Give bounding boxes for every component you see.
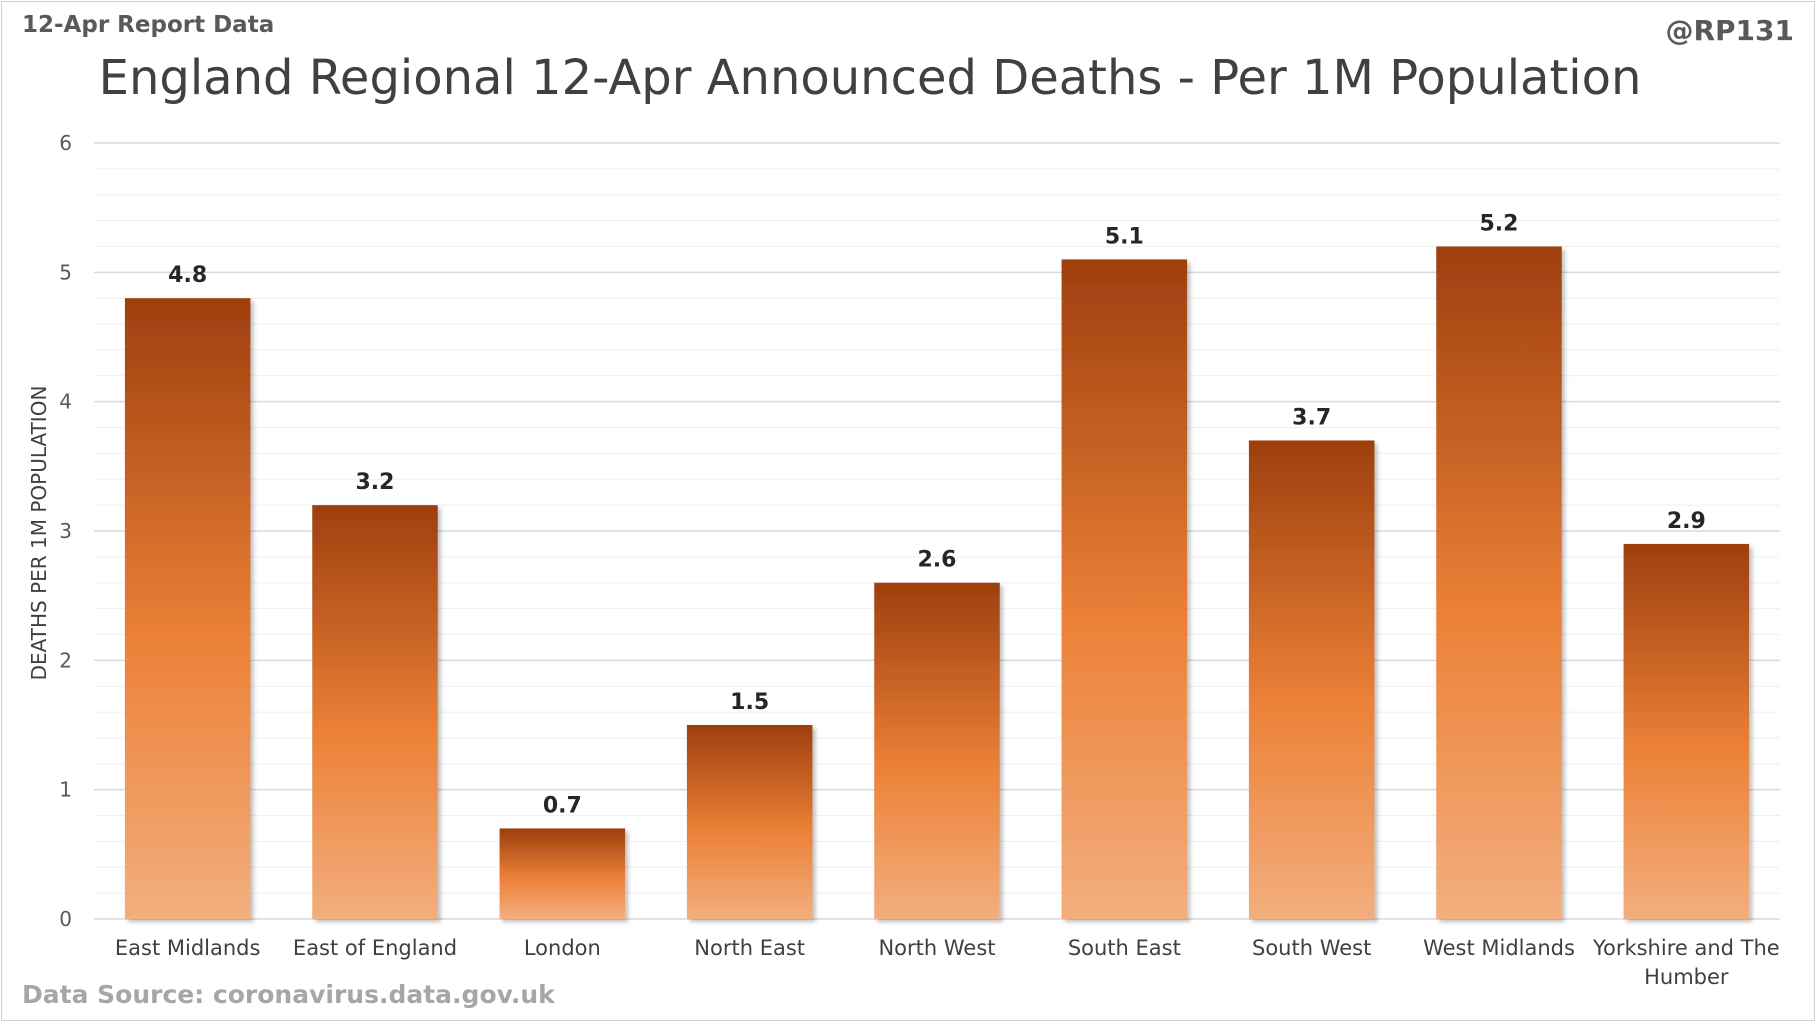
x-category-label: London (524, 936, 601, 960)
y-tick-label: 6 (59, 131, 72, 155)
data-label: 5.1 (1105, 224, 1144, 249)
y-tick-label: 5 (59, 260, 72, 284)
bar (499, 828, 626, 919)
author-handle: @RP131 (1665, 14, 1794, 47)
y-axis-ticks: 0 1 2 3 4 5 6 (59, 131, 72, 931)
x-category-label: North East (694, 936, 805, 960)
y-tick-label: 3 (59, 519, 72, 543)
x-category-label: North West (878, 936, 995, 960)
data-labels-group: 4.8 3.2 0.7 1.5 2.6 5.1 3.7 5.2 2.9 (168, 211, 1706, 818)
bars-group (124, 246, 1750, 919)
bar (1061, 259, 1188, 919)
chart-title: England Regional 12-Apr Announced Deaths… (98, 50, 1642, 106)
y-tick-label: 1 (59, 778, 72, 802)
bar (1436, 246, 1562, 919)
data-label: 5.2 (1480, 211, 1519, 236)
report-date-label: 12-Apr Report Data (22, 12, 275, 38)
data-label: 3.7 (1292, 405, 1331, 430)
data-label: 2.6 (918, 548, 957, 573)
x-category-label: West Midlands (1423, 936, 1575, 960)
x-category-label: East Midlands (115, 936, 261, 960)
data-label: 0.7 (543, 793, 582, 818)
bar (312, 505, 438, 919)
x-category-label: Yorkshire and The Humber (1592, 936, 1780, 989)
x-category-label: East of England (293, 936, 457, 960)
y-tick-label: 0 (59, 907, 72, 931)
data-label: 3.2 (356, 470, 395, 495)
bar (874, 582, 1000, 919)
data-label: 2.9 (1667, 509, 1706, 534)
x-category-label: South East (1068, 936, 1181, 960)
bar (124, 298, 251, 919)
y-axis-label: DEATHS PER 1M POPULATION (27, 386, 51, 681)
bar (1248, 440, 1375, 919)
y-tick-label: 4 (59, 390, 72, 414)
bar (1623, 543, 1750, 919)
bar (686, 725, 813, 919)
data-label: 4.8 (168, 263, 207, 288)
category-labels-group: East Midlands East of England London North … (115, 936, 1780, 989)
data-source-note: Data Source: coronavirus.data.gov.uk (22, 980, 555, 1009)
x-category-label: South West (1252, 936, 1371, 960)
data-label: 1.5 (730, 690, 769, 715)
y-tick-label: 2 (59, 648, 72, 672)
